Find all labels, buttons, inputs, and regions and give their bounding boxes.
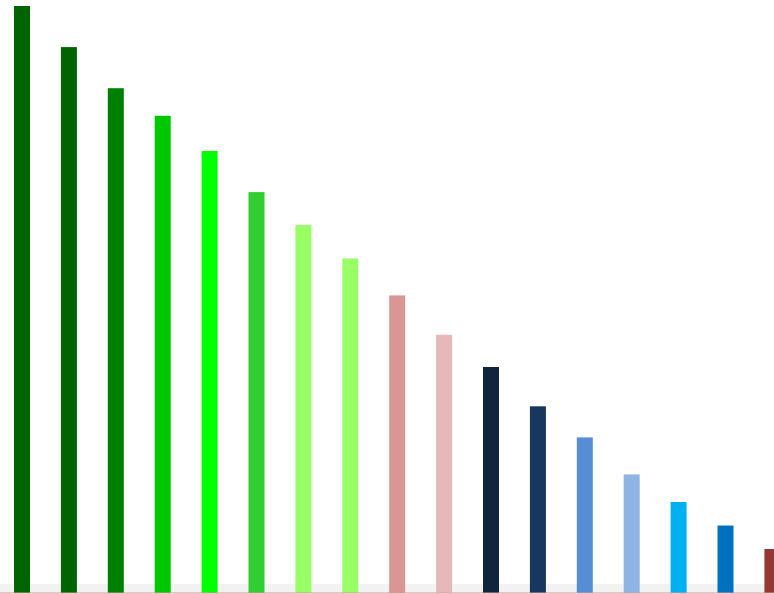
bar-15 — [670, 502, 687, 593]
bar-11 — [483, 367, 499, 593]
bar-8 — [342, 258, 359, 593]
bar-13 — [576, 437, 593, 593]
baseline-band — [0, 584, 774, 593]
bar-16 — [717, 525, 734, 593]
bar-7 — [295, 225, 312, 593]
bar-1 — [14, 6, 30, 593]
bar-2 — [60, 47, 77, 594]
bar-12 — [529, 406, 546, 593]
bar-5 — [201, 151, 218, 593]
bar-10 — [436, 334, 453, 593]
bar-4 — [154, 115, 171, 594]
bar-9 — [389, 295, 406, 593]
bar-14 — [623, 474, 640, 593]
bar-6 — [248, 192, 265, 593]
bar-17 — [764, 549, 774, 593]
bar-3 — [107, 88, 124, 593]
bars-group — [14, 6, 774, 594]
